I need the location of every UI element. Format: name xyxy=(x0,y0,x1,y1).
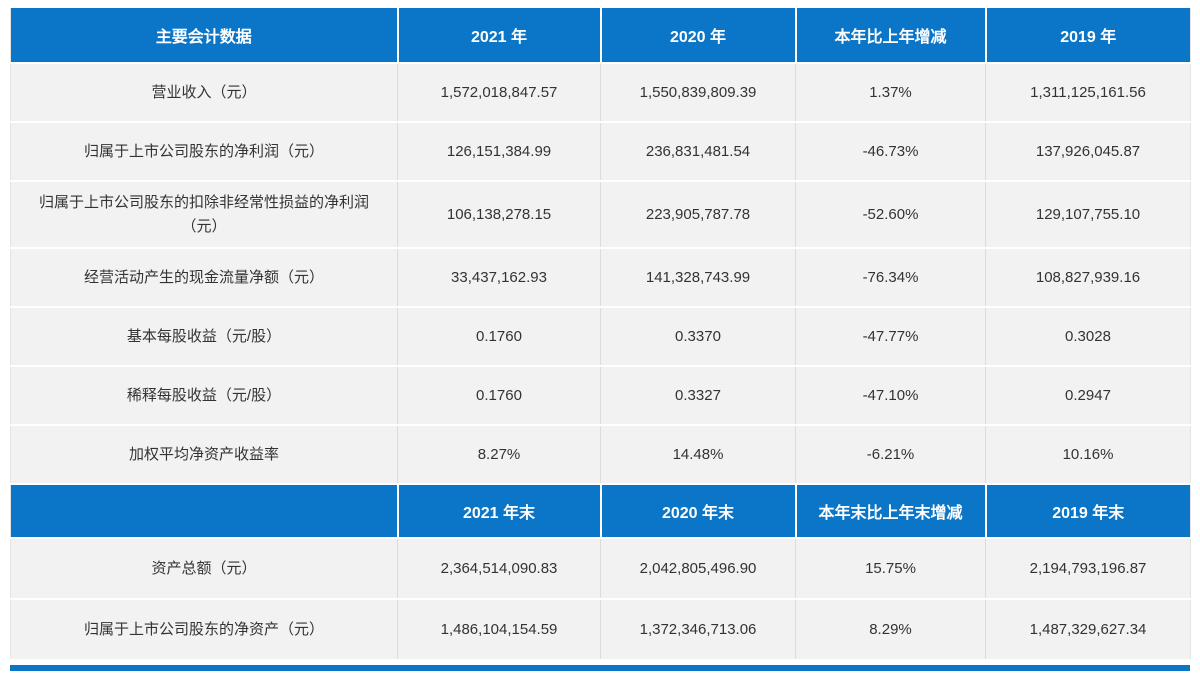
value-2019: 1,311,125,161.56 xyxy=(985,63,1191,123)
value-yoy-change: -52.60% xyxy=(795,181,986,249)
value-yoy-change: -76.34% xyxy=(795,248,986,308)
value-yoy-change: -6.21% xyxy=(795,425,986,485)
header-end-2020: 2020 年末 xyxy=(600,483,797,539)
value-end-2020: 1,372,346,713.06 xyxy=(600,599,796,661)
value-2021: 33,437,162.93 xyxy=(397,248,601,308)
row-label: 归属于上市公司股东的扣除非经常性损益的净利润（元） xyxy=(10,181,398,249)
value-2020: 1,550,839,809.39 xyxy=(600,63,796,123)
value-end-2019: 2,194,793,196.87 xyxy=(985,538,1191,600)
value-end-2021: 1,486,104,154.59 xyxy=(397,599,601,661)
value-year-end-change: 15.75% xyxy=(795,538,986,600)
key-accounting-data-table: 主要会计数据 2021 年 2020 年 本年比上年增减 2019 年 营业收入… xyxy=(10,8,1191,661)
value-2020: 236,831,481.54 xyxy=(600,122,796,182)
value-2021: 1,572,018,847.57 xyxy=(397,63,601,123)
row-label: 稀释每股收益（元/股） xyxy=(10,366,398,426)
report-page: 主要会计数据 2021 年 2020 年 本年比上年增减 2019 年 营业收入… xyxy=(10,8,1191,661)
value-2019: 10.16% xyxy=(985,425,1191,485)
row-weighted-average-roe: 加权平均净资产收益率 8.27% 14.48% -6.21% 10.16% xyxy=(10,425,1191,485)
header-year-2019: 2019 年 xyxy=(985,8,1191,64)
row-label: 资产总额（元） xyxy=(10,538,398,600)
value-2020: 14.48% xyxy=(600,425,796,485)
row-diluted-eps: 稀释每股收益（元/股） 0.1760 0.3327 -47.10% 0.2947 xyxy=(10,366,1191,426)
row-basic-eps: 基本每股收益（元/股） 0.1760 0.3370 -47.77% 0.3028 xyxy=(10,307,1191,367)
value-2019: 0.3028 xyxy=(985,307,1191,367)
row-net-profit-to-shareholders: 归属于上市公司股东的净利润（元） 126,151,384.99 236,831,… xyxy=(10,122,1191,182)
header-end-2021: 2021 年末 xyxy=(397,483,602,539)
header-year-2020: 2020 年 xyxy=(600,8,797,64)
value-2020: 0.3327 xyxy=(600,366,796,426)
value-2021: 0.1760 xyxy=(397,366,601,426)
header-year-2021: 2021 年 xyxy=(397,8,602,64)
value-year-end-change: 8.29% xyxy=(795,599,986,661)
value-2020: 0.3370 xyxy=(600,307,796,367)
value-2020: 223,905,787.78 xyxy=(600,181,796,249)
value-end-2020: 2,042,805,496.90 xyxy=(600,538,796,600)
value-2021: 126,151,384.99 xyxy=(397,122,601,182)
header-main-accounting-data: 主要会计数据 xyxy=(10,8,399,64)
row-label: 归属于上市公司股东的净资产（元） xyxy=(10,599,398,661)
value-2021: 106,138,278.15 xyxy=(397,181,601,249)
row-label: 归属于上市公司股东的净利润（元） xyxy=(10,122,398,182)
cutoff-next-header-strip xyxy=(10,665,1190,671)
annual-header-row: 主要会计数据 2021 年 2020 年 本年比上年增减 2019 年 xyxy=(10,8,1191,64)
row-label: 基本每股收益（元/股） xyxy=(10,307,398,367)
row-label: 加权平均净资产收益率 xyxy=(10,425,398,485)
value-yoy-change: -46.73% xyxy=(795,122,986,182)
row-label: 经营活动产生的现金流量净额（元） xyxy=(10,248,398,308)
header-year-end-change: 本年末比上年末增减 xyxy=(795,483,987,539)
row-net-assets-to-shareholders: 归属于上市公司股东的净资产（元） 1,486,104,154.59 1,372,… xyxy=(10,599,1191,661)
header-end-2019: 2019 年末 xyxy=(985,483,1191,539)
row-total-assets: 资产总额（元） 2,364,514,090.83 2,042,805,496.9… xyxy=(10,538,1191,600)
header-yoy-change: 本年比上年增减 xyxy=(795,8,987,64)
row-net-profit-after-non-recurring: 归属于上市公司股东的扣除非经常性损益的净利润（元） 106,138,278.15… xyxy=(10,181,1191,249)
row-operating-revenue: 营业收入（元） 1,572,018,847.57 1,550,839,809.3… xyxy=(10,63,1191,123)
value-2021: 8.27% xyxy=(397,425,601,485)
row-label: 营业收入（元） xyxy=(10,63,398,123)
row-operating-cash-flow: 经营活动产生的现金流量净额（元） 33,437,162.93 141,328,7… xyxy=(10,248,1191,308)
value-2021: 0.1760 xyxy=(397,307,601,367)
value-yoy-change: -47.10% xyxy=(795,366,986,426)
value-2019: 129,107,755.10 xyxy=(985,181,1191,249)
value-2019: 108,827,939.16 xyxy=(985,248,1191,308)
value-end-2019: 1,487,329,627.34 xyxy=(985,599,1191,661)
year-end-header-row: 2021 年末 2020 年末 本年末比上年末增减 2019 年末 xyxy=(10,483,1191,539)
value-yoy-change: -47.77% xyxy=(795,307,986,367)
header-blank xyxy=(10,483,399,539)
value-yoy-change: 1.37% xyxy=(795,63,986,123)
value-2019: 137,926,045.87 xyxy=(985,122,1191,182)
value-2020: 141,328,743.99 xyxy=(600,248,796,308)
value-end-2021: 2,364,514,090.83 xyxy=(397,538,601,600)
value-2019: 0.2947 xyxy=(985,366,1191,426)
